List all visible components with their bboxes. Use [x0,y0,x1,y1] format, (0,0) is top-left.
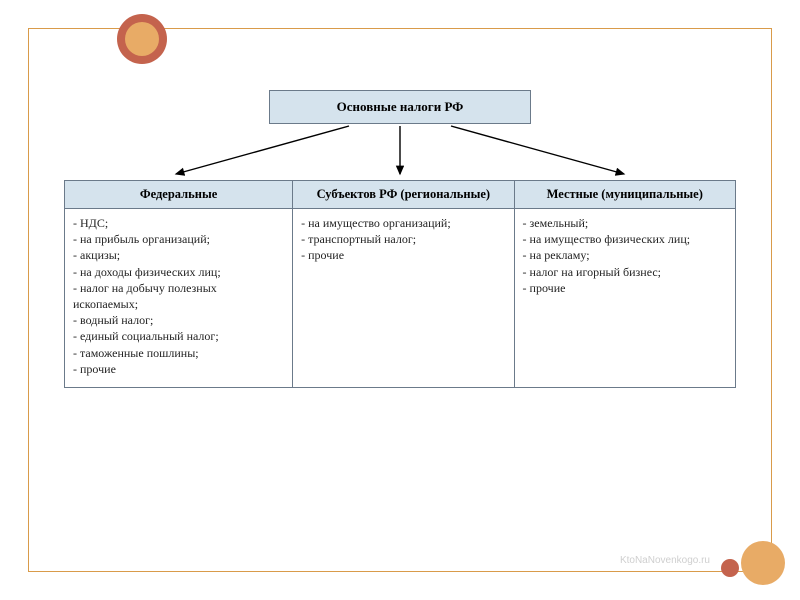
diagram-container: Основные налоги РФ Федеральные Субъектов… [64,90,736,388]
decoration-circle [741,541,785,585]
diagram-arrows [64,124,736,180]
list-item: - на имущество организаций; [301,215,505,231]
column-header: Субъектов РФ (региональные) [293,181,514,209]
table-cell: - на имущество организаций;- транспортны… [293,209,514,388]
list-item: - прочие [301,247,505,263]
decoration-circle [125,22,159,56]
column-header: Федеральные [65,181,293,209]
table-cell: - НДС;- на прибыль организаций;- акцизы;… [65,209,293,388]
list-item: - водный налог; [73,312,284,328]
table-header-row: Федеральные Субъектов РФ (региональные) … [65,181,736,209]
table-row: - НДС;- на прибыль организаций;- акцизы;… [65,209,736,388]
list-item: - налог на добычу полезных ископаемых; [73,280,284,312]
list-item: - прочие [523,280,727,296]
list-item: - единый социальный налог; [73,328,284,344]
list-item: - транспортный налог; [301,231,505,247]
list-item: - на рекламу; [523,247,727,263]
tax-table: Федеральные Субъектов РФ (региональные) … [64,180,736,388]
list-item: - налог на игорный бизнес; [523,264,727,280]
list-item: - таможенные пошлины; [73,345,284,361]
list-item: - на имущество физических лиц; [523,231,727,247]
decoration-circle [721,559,739,577]
table-cell: - земельный;- на имущество физических ли… [514,209,735,388]
list-item: - НДС; [73,215,284,231]
list-item: - земельный; [523,215,727,231]
watermark: KtoNaNovenkogo.ru [620,555,710,566]
list-item: - акцизы; [73,247,284,263]
list-item: - на доходы физических лиц; [73,264,284,280]
list-item: - на прибыль организаций; [73,231,284,247]
diagram-root-node: Основные налоги РФ [269,90,531,124]
list-item: - прочие [73,361,284,377]
column-header: Местные (муниципальные) [514,181,735,209]
